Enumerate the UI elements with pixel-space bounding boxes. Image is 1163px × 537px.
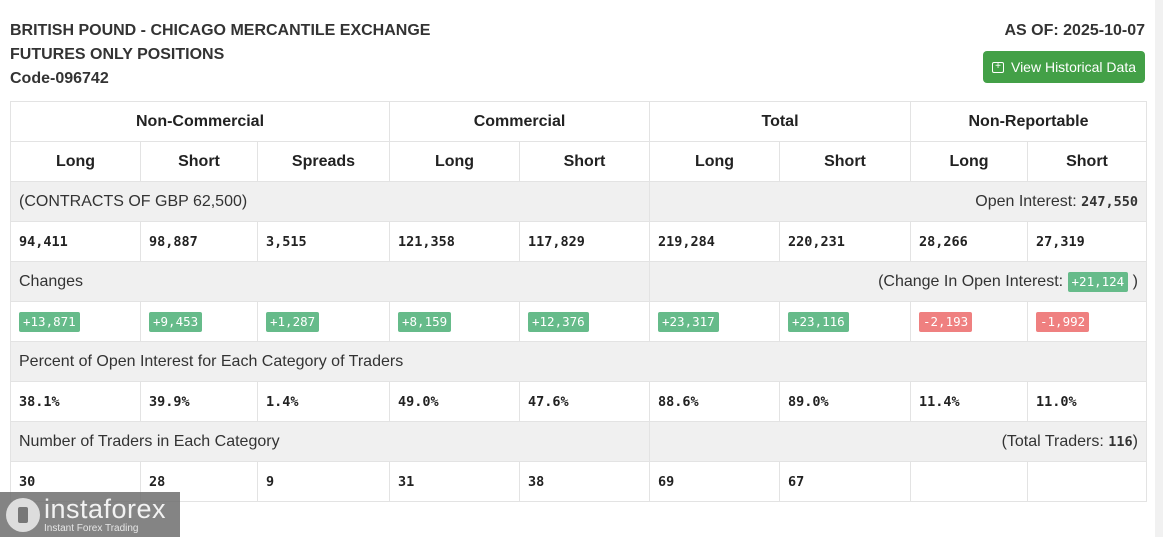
percent-row: 38.1% 39.9% 1.4% 49.0% 47.6% 88.6% 89.0%… [10,381,1147,422]
percent-value: 39.9% [140,381,258,422]
total-traders-value: 116 [1108,433,1133,450]
position-value: 94,411 [10,221,141,262]
change-badge: +1,287 [266,311,320,332]
watermark-tagline: Instant Forex Trading [44,522,139,534]
col-nonrep-short: Short [1027,141,1147,182]
open-interest-label: Open Interest: [975,192,1077,210]
position-value: 27,319 [1027,221,1147,262]
percent-value: 38.1% [10,381,141,422]
traders-section-row: Number of Traders in Each Category (Tota… [10,421,1147,462]
position-value: 117,829 [519,221,650,262]
group-commercial: Commercial [389,101,650,142]
change-badge: -2,193 [919,311,973,332]
percent-section-row: Percent of Open Interest for Each Catego… [10,341,1147,382]
calendar-plus-icon: + [991,61,1004,73]
percent-value: 11.0% [1027,381,1147,422]
traders-value: 67 [779,461,911,502]
position-value: 98,887 [140,221,258,262]
change-badge: +8,159 [398,311,452,332]
percent-label: Percent of Open Interest for Each Catego… [10,341,1147,382]
group-header-row: Non-Commercial Commercial Total Non-Repo… [10,101,1147,142]
percent-value: 49.0% [389,381,520,422]
position-value: 219,284 [649,221,780,262]
change-oi-close: ) [1132,272,1138,290]
view-historical-data-button[interactable]: + View Historical Data [983,51,1145,83]
contracts-label: (CONTRACTS OF GBP 62,500) [10,181,650,222]
traders-value [910,461,1028,502]
position-value: 28,266 [910,221,1028,262]
contract-code: Code-096742 [10,70,109,87]
traders-label: Number of Traders in Each Category [10,421,650,462]
col-total-short: Short [779,141,911,182]
traders-value: 28 [140,461,258,502]
traders-value [1027,461,1147,502]
percent-value: 89.0% [779,381,911,422]
total-traders-close: ) [1132,432,1138,450]
view-historical-data-label: View Historical Data [1010,59,1136,75]
total-traders-label: (Total Traders: [1001,432,1104,450]
position-value: 121,358 [389,221,520,262]
percent-value: 11.4% [910,381,1028,422]
traders-value: 38 [519,461,650,502]
open-interest-value: 247,550 [1081,193,1138,210]
change-oi-badge: +21,124 [1067,271,1129,292]
col-comm-short: Short [519,141,650,182]
title-line-2: FUTURES ONLY POSITIONS [10,46,225,63]
col-comm-long: Long [389,141,520,182]
col-noncomm-spreads: Spreads [257,141,390,182]
col-noncomm-short: Short [140,141,258,182]
change-open-interest: (Change In Open Interest: +21,124 ) [649,261,1147,302]
group-total: Total [649,101,911,142]
position-value: 3,515 [257,221,390,262]
change-badge: +13,871 [19,311,80,332]
total-traders: (Total Traders: 116) [649,421,1147,462]
contracts-section-row: (CONTRACTS OF GBP 62,500) Open Interest:… [10,181,1147,222]
percent-value: 1.4% [257,381,390,422]
change-badge: +12,376 [528,311,589,332]
col-noncomm-long: Long [10,141,141,182]
cot-positions-table: Non-Commercial Commercial Total Non-Repo… [10,101,1147,502]
title-line-1: BRITISH POUND - CHICAGO MERCANTILE EXCHA… [10,22,431,39]
col-nonrep-long: Long [910,141,1028,182]
traders-value: 69 [649,461,780,502]
changes-row: +13,871 +9,453 +1,287 +8,159 +12,376 +23… [10,301,1147,342]
change-oi-label: (Change In Open Interest: [878,272,1064,290]
traders-value: 31 [389,461,520,502]
as-of-date: AS OF: 2025-10-07 [1004,22,1145,39]
traders-row: 30 28 9 31 38 69 67 [10,461,1147,502]
watermark-brand: instaforex [44,493,167,524]
changes-section-row: Changes (Change In Open Interest: +21,12… [10,261,1147,302]
change-badge: +23,317 [658,311,719,332]
position-value: 220,231 [779,221,911,262]
instaforex-watermark: instaforex Instant Forex Trading [0,492,180,537]
percent-value: 47.6% [519,381,650,422]
column-header-row: Long Short Spreads Long Short Long Short… [10,141,1147,182]
change-badge: -1,992 [1036,311,1090,332]
change-badge: +23,116 [788,311,849,332]
group-non-reportable: Non-Reportable [910,101,1147,142]
page-scrollbar[interactable] [1155,0,1163,537]
open-interest: Open Interest: 247,550 [649,181,1147,222]
change-badge: +9,453 [149,311,203,332]
changes-label: Changes [10,261,650,302]
percent-value: 88.6% [649,381,780,422]
instaforex-logo-icon [6,497,40,532]
col-total-long: Long [649,141,780,182]
group-non-commercial: Non-Commercial [10,101,390,142]
report-title: BRITISH POUND - CHICAGO MERCANTILE EXCHA… [10,19,430,91]
traders-value: 9 [257,461,390,502]
positions-row: 94,411 98,887 3,515 121,358 117,829 219,… [10,221,1147,262]
